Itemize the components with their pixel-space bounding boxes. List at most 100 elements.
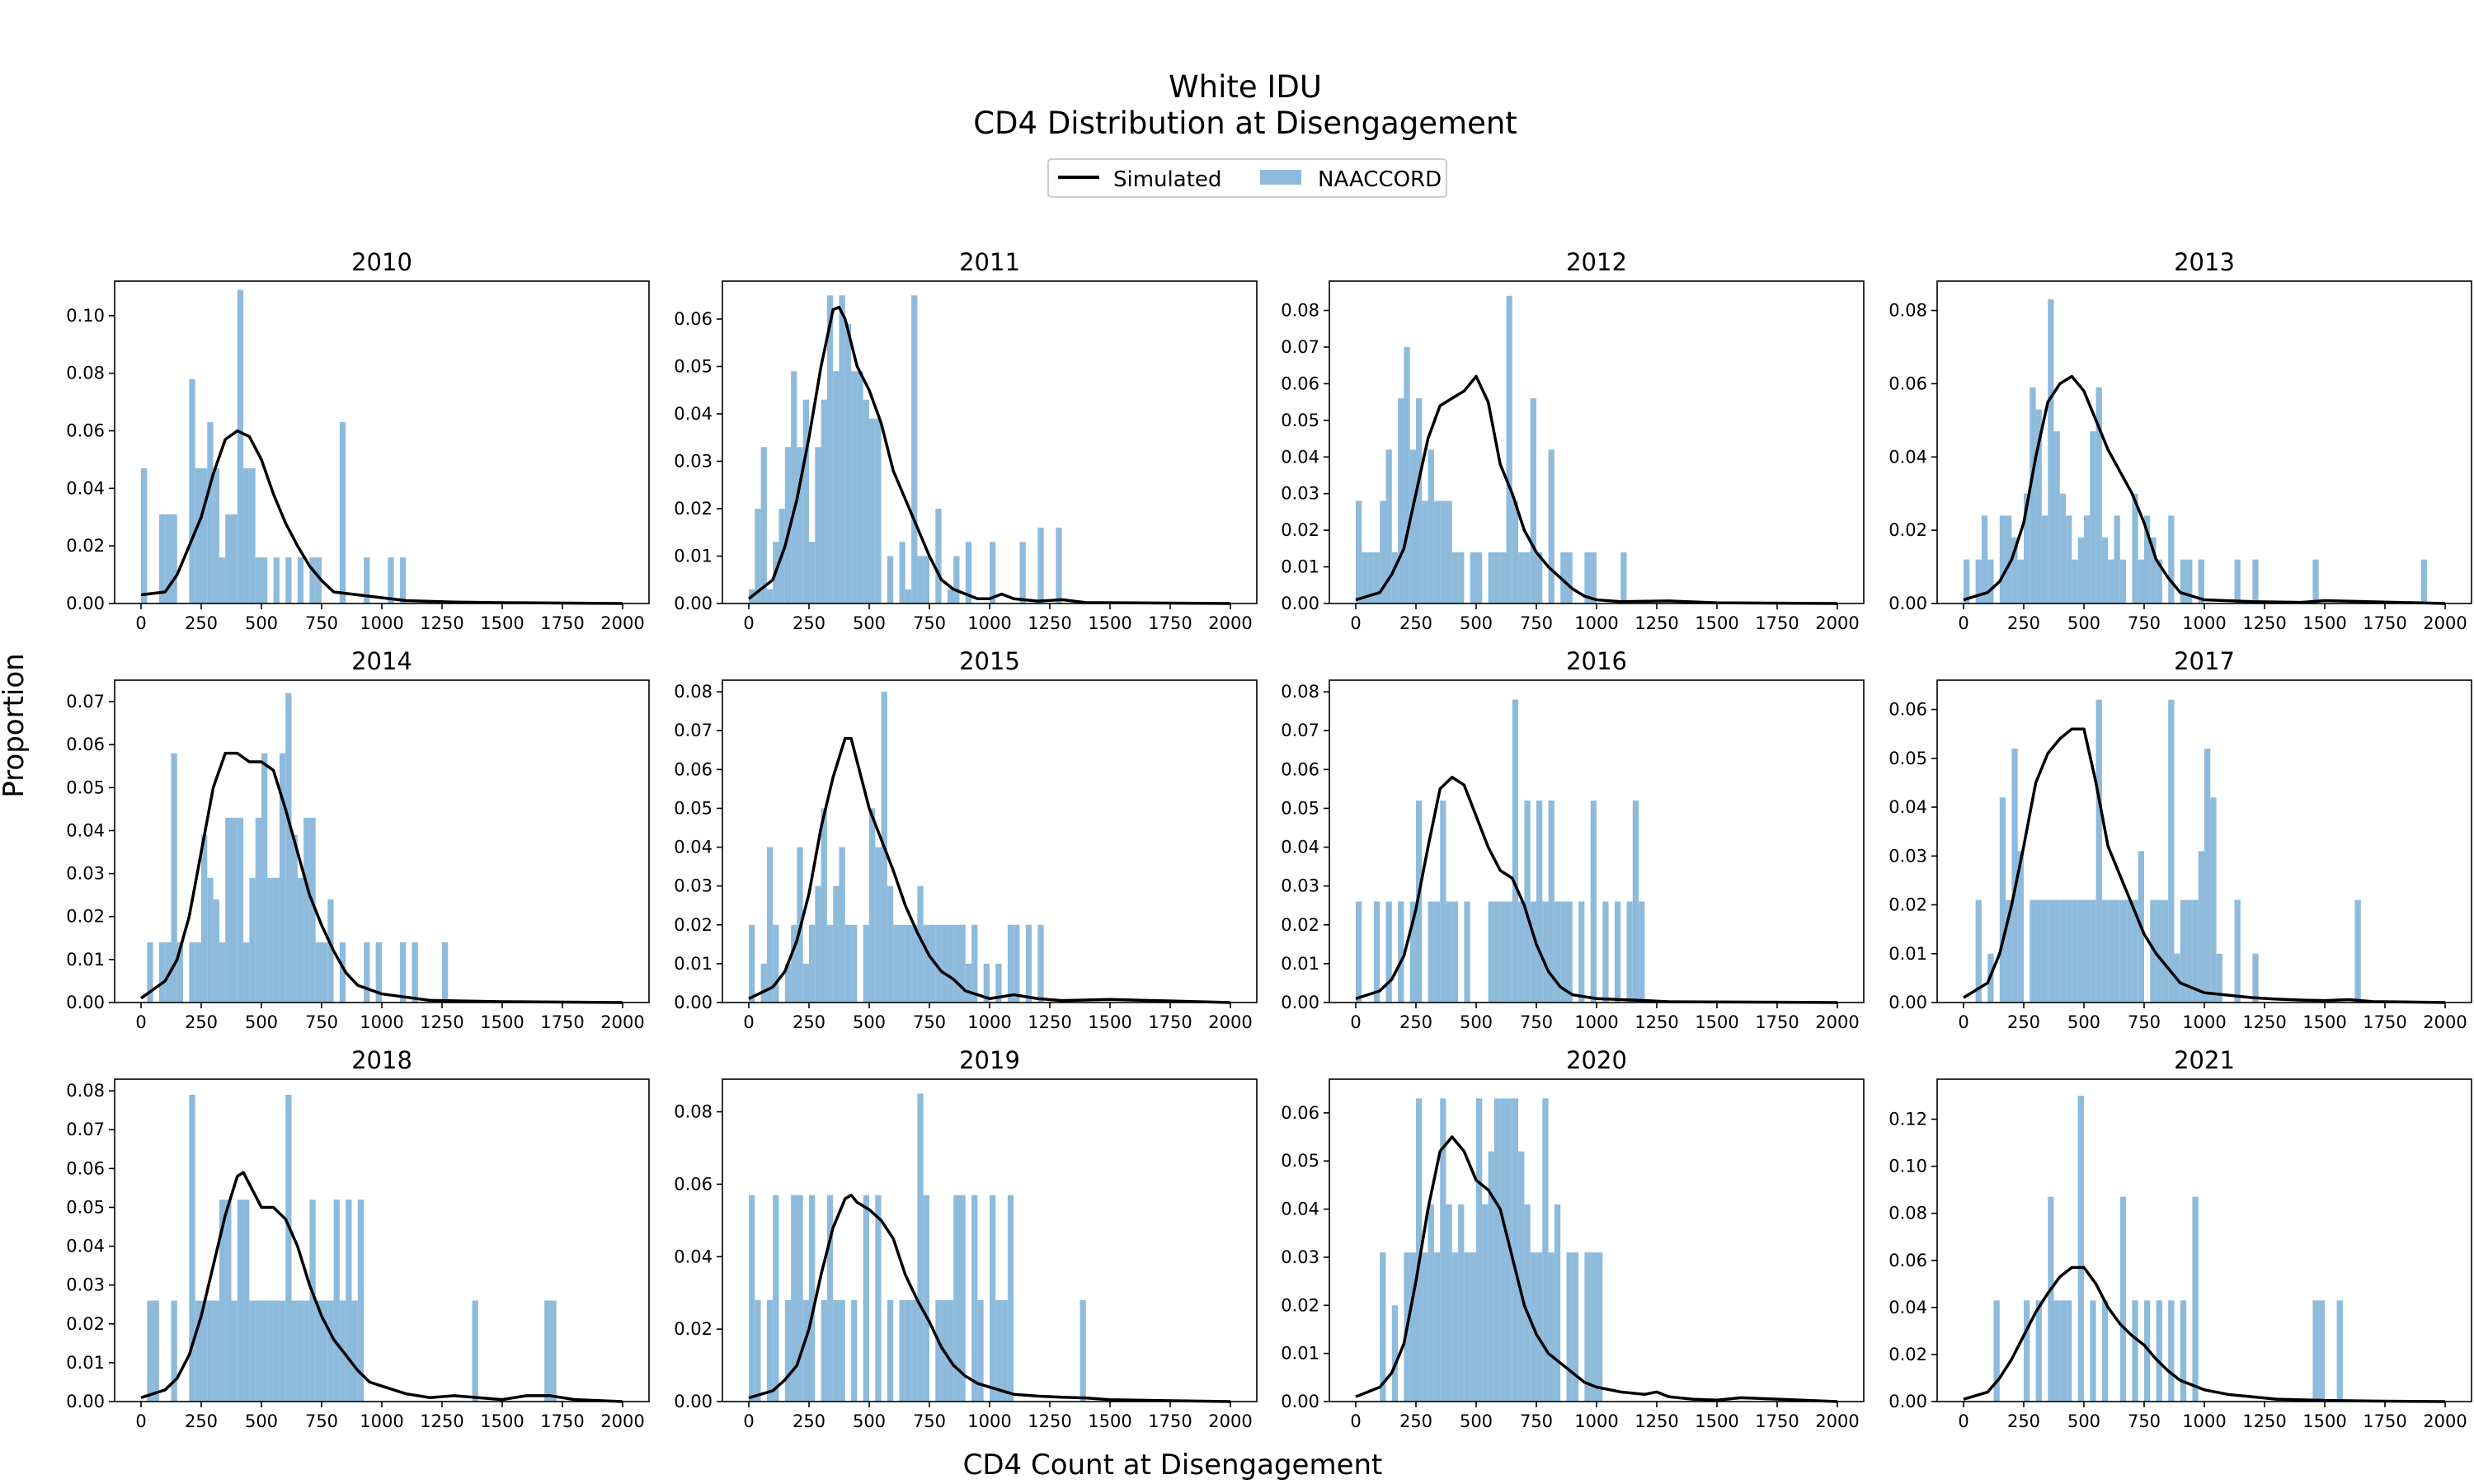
naaccord-bar: [821, 1299, 827, 1402]
panel-grid: 2010 0 250 500 750 1000 1250 1500 1750 2000 0.00 0.…: [66, 248, 2472, 1431]
panel-title: 2013: [2174, 248, 2235, 276]
naaccord-bar: [821, 399, 827, 603]
simulated-line: [1355, 776, 1838, 1004]
y-tick-label: 0.07: [66, 692, 105, 711]
x-tick-label: 1250: [2242, 1411, 2286, 1431]
x-tick-label: 1500: [480, 1411, 524, 1431]
naaccord-bar: [285, 1094, 292, 1402]
naaccord-bar: [2035, 1300, 2042, 1402]
y-tick-label: 0.06: [66, 735, 105, 754]
naaccord-bar: [1409, 1252, 1416, 1402]
naaccord-bar: [1536, 801, 1543, 1003]
naaccord-bar: [809, 542, 816, 603]
y-tick-label: 0.05: [1888, 749, 1927, 768]
naaccord-bar: [917, 1093, 924, 1402]
naaccord-bar: [2024, 1300, 2030, 1402]
naaccord-bar: [990, 542, 996, 603]
naaccord-bar: [755, 509, 761, 603]
naaccord-bar: [953, 1195, 960, 1402]
naaccord-bar: [315, 1300, 322, 1402]
x-tick-label: 0: [743, 1012, 754, 1032]
naaccord-bar: [1639, 901, 1645, 1003]
panel-2019: 2019 0 250 500 750 1000 1250 1500 1750 2000 0.00 0.…: [674, 1046, 1258, 1431]
naaccord-bar: [1433, 1252, 1441, 1402]
x-tick-label: 250: [185, 1012, 218, 1032]
x-tick-label: 500: [1460, 1012, 1493, 1032]
y-tick-label: 0.02: [674, 1319, 713, 1339]
naaccord-bar: [2156, 899, 2162, 1003]
simulated-line: [747, 305, 1231, 605]
naaccord-bar: [243, 942, 250, 1003]
y-tick-label: 0.00: [66, 1392, 105, 1411]
x-tick-label: 750: [913, 613, 946, 633]
naaccord-bar: [1554, 1204, 1561, 1402]
panel-2011: 2011 0 250 500 750 1000 1250 1500 1750 2000 0.00 0.…: [674, 248, 1258, 633]
naaccord-bar: [1518, 1151, 1525, 1402]
naaccord-bar: [412, 942, 418, 1003]
naaccord-bar: [176, 942, 184, 1003]
naaccord-bar: [947, 589, 954, 603]
naaccord-bar: [2114, 515, 2120, 603]
naaccord-bar: [2312, 1300, 2319, 1402]
naaccord-bar: [1385, 449, 1392, 603]
naaccord-bar: [791, 371, 797, 603]
naaccord-bar: [322, 1300, 328, 1402]
naaccord-bar: [472, 1300, 478, 1402]
x-tick-label: 1000: [1574, 1012, 1618, 1032]
naaccord-bar: [851, 371, 858, 603]
x-tick-label: 0: [1350, 613, 1361, 633]
naaccord-bar: [844, 323, 852, 603]
x-tick-label: 0: [743, 613, 754, 633]
x-tick-label: 750: [2128, 613, 2161, 633]
panel-title: 2019: [959, 1046, 1020, 1074]
y-tick-label: 0.00: [674, 594, 713, 613]
naaccord-bar: [2077, 538, 2084, 603]
naaccord-bar: [2108, 899, 2114, 1003]
naaccord-bar: [544, 1300, 551, 1402]
naaccord-bar: [2030, 387, 2036, 603]
naaccord-bar: [346, 1200, 352, 1402]
naaccord-bar: [2090, 431, 2096, 603]
x-tick-label: 1750: [2363, 1411, 2406, 1431]
naaccord-bar: [399, 557, 407, 603]
naaccord-bar: [2150, 538, 2157, 603]
x-tick-label: 1000: [2182, 1411, 2226, 1431]
naaccord-bar: [1566, 552, 1573, 603]
x-tick-label: 1750: [1755, 613, 1799, 633]
y-tick-label: 0.00: [1888, 1392, 1927, 1411]
naaccord-bar: [1422, 1252, 1428, 1402]
y-tick-label: 0.08: [1888, 1204, 1927, 1223]
legend: Simulated NAACCORD: [1047, 158, 1447, 198]
x-tick-label: 1500: [1088, 1012, 1131, 1032]
panel-2014: 2014 0 250 500 750 1000 1250 1500 1750 2000 0.00 0.…: [66, 647, 650, 1032]
y-tick-label: 0.02: [674, 915, 713, 935]
naaccord-bar: [2252, 953, 2259, 1003]
naaccord-bar: [2006, 899, 2012, 1003]
figure-title-line-1: White IDU: [1169, 69, 1322, 105]
y-tick-label: 0.06: [674, 759, 713, 779]
naaccord-bar: [2059, 1300, 2067, 1402]
x-tick-label: 1750: [1148, 613, 1192, 633]
naaccord-bar: [917, 885, 924, 1003]
naaccord-bar: [2168, 699, 2175, 1003]
y-tick-label: 0.02: [1281, 520, 1319, 540]
naaccord-bar: [339, 422, 346, 603]
naaccord-bar: [213, 1300, 219, 1402]
naaccord-bar: [911, 1299, 918, 1402]
y-tick-label: 0.04: [1281, 1200, 1319, 1219]
x-tick-label: 0: [743, 1411, 754, 1431]
naaccord-bar: [2144, 1300, 2151, 1402]
naaccord-bar: [839, 295, 845, 603]
naaccord-bar: [201, 467, 208, 603]
naaccord-bar: [237, 289, 244, 603]
naaccord-bar: [784, 447, 792, 603]
naaccord-bar: [1542, 901, 1549, 1003]
x-tick-label: 1750: [1148, 1411, 1192, 1431]
y-tick-label: 0.02: [1281, 1295, 1319, 1315]
naaccord-bar: [2059, 493, 2067, 603]
x-tick-label: 500: [1460, 613, 1493, 633]
naaccord-bar: [1446, 901, 1452, 1003]
naaccord-bar: [953, 924, 960, 1003]
naaccord-bar: [153, 1300, 159, 1402]
naaccord-bar: [923, 556, 929, 603]
